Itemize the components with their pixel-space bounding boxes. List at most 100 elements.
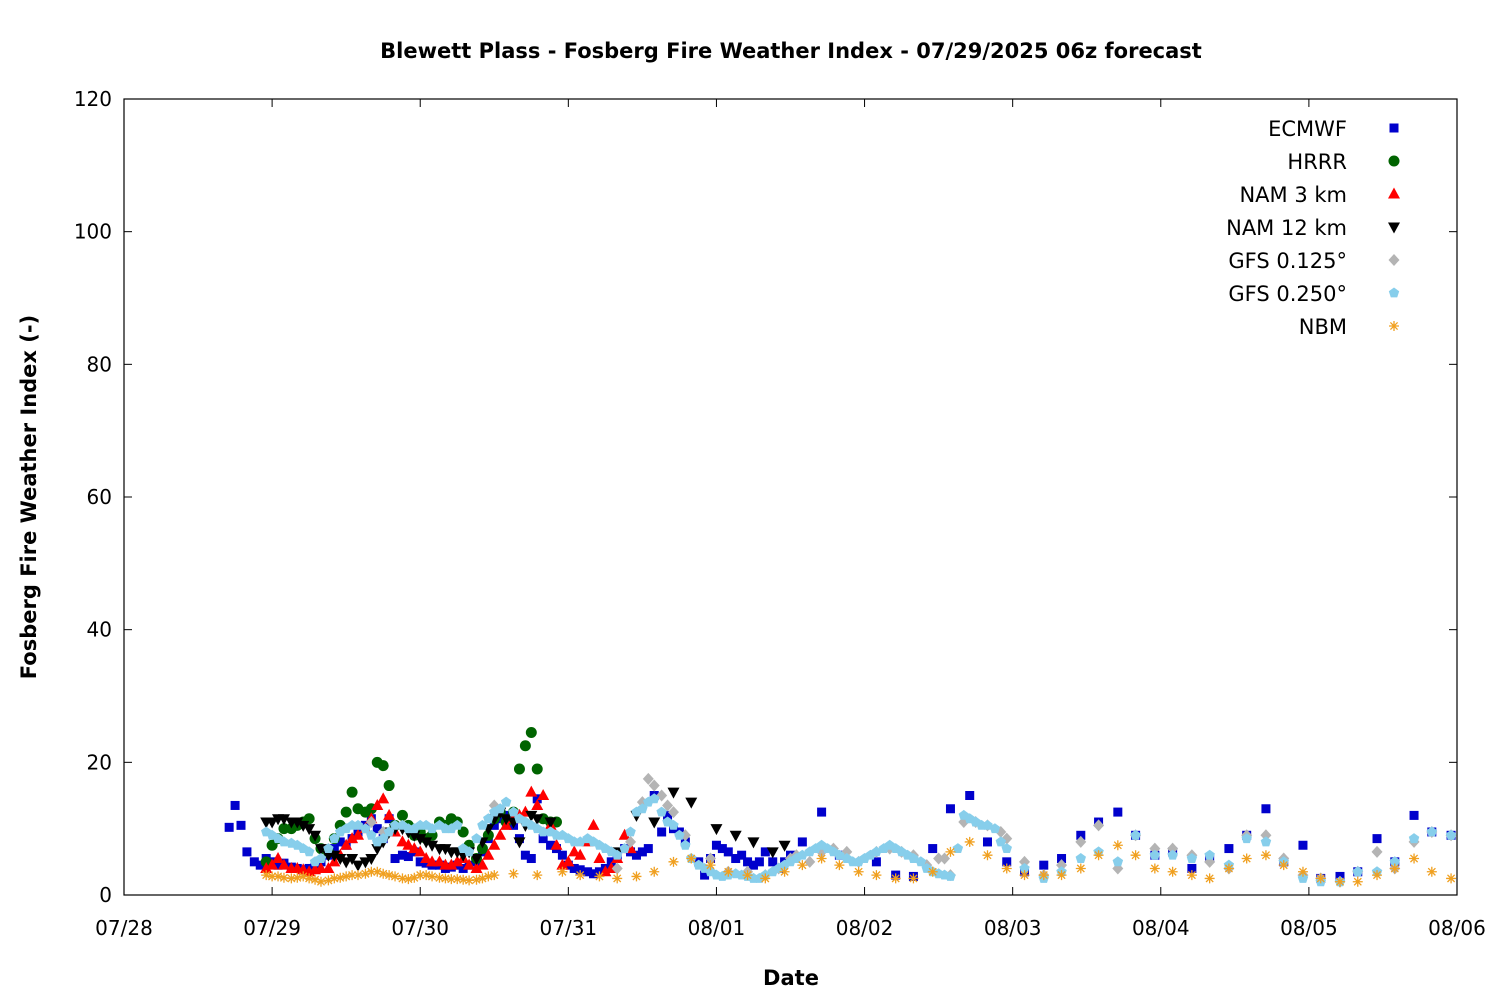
- data-point: [662, 799, 674, 812]
- data-point: [606, 857, 616, 867]
- data-point: [463, 858, 476, 870]
- data-point: [871, 870, 882, 881]
- legend-marker: [1388, 155, 1400, 167]
- data-point: [508, 806, 519, 817]
- data-point: [471, 874, 482, 885]
- data-point: [1224, 844, 1234, 854]
- x-tick-label: 07/31: [540, 916, 598, 940]
- data-point: [310, 874, 321, 885]
- data-point: [668, 819, 679, 830]
- data-point: [353, 870, 364, 881]
- data-point: [546, 840, 556, 850]
- data-point: [278, 872, 289, 883]
- data-point: [427, 871, 438, 882]
- data-point: [928, 844, 938, 854]
- data-point: [760, 873, 771, 884]
- data-point: [667, 787, 680, 799]
- data-point: [747, 837, 760, 849]
- x-axis-label: Date: [763, 966, 819, 990]
- data-point: [403, 852, 413, 862]
- data-point: [297, 820, 310, 832]
- data-point: [1075, 835, 1087, 848]
- data-point: [1372, 870, 1383, 881]
- data-point: [537, 789, 550, 800]
- data-point: [340, 857, 353, 869]
- data-point: [304, 873, 315, 884]
- data-point: [568, 845, 581, 857]
- x-tick-label: 07/29: [243, 916, 301, 940]
- data-point: [779, 866, 790, 877]
- y-tick-label: 0: [99, 883, 112, 907]
- data-point: [589, 869, 599, 879]
- data-point: [760, 847, 770, 857]
- data-point: [532, 870, 543, 881]
- chart-title: Blewett Plass - Fosberg Fire Weather Ind…: [380, 39, 1202, 63]
- legend-label: ECMWF: [1268, 117, 1347, 141]
- data-point: [631, 850, 641, 860]
- data-point: [817, 807, 827, 817]
- data-point: [359, 857, 372, 869]
- data-point: [334, 854, 347, 866]
- data-point: [674, 829, 685, 840]
- legend-label: GFS 0.250°: [1228, 282, 1347, 306]
- data-point: [1057, 854, 1067, 864]
- data-point: [723, 866, 734, 877]
- legend: ECMWF HRRR NAM 3 km NAM 12 km GFS 0.125° GFS …: [1226, 117, 1400, 339]
- data-point: [686, 853, 697, 864]
- data-point: [378, 868, 389, 879]
- data-point: [347, 870, 358, 881]
- data-point: [853, 866, 864, 877]
- data-point: [365, 816, 377, 829]
- data-point: [1019, 870, 1030, 881]
- data-point: [298, 871, 309, 882]
- data-point: [464, 875, 475, 886]
- data-point: [1002, 857, 1012, 867]
- data-point: [1112, 856, 1124, 867]
- data-point: [371, 798, 384, 810]
- data-point: [366, 829, 377, 840]
- data-point: [982, 850, 993, 861]
- data-point: [242, 847, 252, 857]
- data-point: [463, 846, 475, 857]
- data-point: [1204, 849, 1215, 860]
- data-point: [470, 854, 483, 866]
- data-point: [1297, 872, 1309, 883]
- data-point: [458, 863, 468, 873]
- data-point: [315, 876, 326, 887]
- x-tick-label: 08/03: [984, 916, 1042, 940]
- y-tick-label: 20: [87, 750, 112, 774]
- data-point: [377, 792, 390, 804]
- data-point: [952, 843, 964, 853]
- data-point: [255, 860, 265, 870]
- y-tick-label: 100: [74, 220, 112, 244]
- data-point: [995, 836, 1006, 847]
- data-point: [700, 870, 710, 880]
- legend-marker: [1388, 222, 1400, 234]
- data-point: [611, 862, 623, 875]
- data-point: [915, 856, 927, 867]
- data-point: [742, 870, 753, 881]
- data-point: [1001, 863, 1012, 874]
- data-point: [575, 836, 586, 847]
- data-point: [352, 860, 365, 872]
- data-point: [1167, 866, 1178, 877]
- data-point: [1167, 842, 1179, 855]
- data-point: [346, 786, 358, 798]
- data-point: [574, 848, 587, 860]
- legend-label: GFS 0.125°: [1228, 249, 1347, 273]
- data-point: [945, 804, 955, 814]
- data-point: [372, 824, 382, 834]
- data-point: [1130, 850, 1141, 861]
- data-point: [575, 870, 586, 881]
- data-point: [1130, 829, 1141, 840]
- data-point: [766, 847, 779, 859]
- data-point: [625, 826, 636, 837]
- data-point: [1113, 807, 1123, 817]
- data-point: [525, 726, 537, 738]
- data-point: [340, 806, 352, 818]
- data-point: [249, 857, 259, 867]
- legend-label: NAM 3 km: [1239, 183, 1347, 207]
- data-point: [1075, 863, 1086, 874]
- data-point: [329, 873, 340, 884]
- x-tick-label: 08/05: [1280, 916, 1338, 940]
